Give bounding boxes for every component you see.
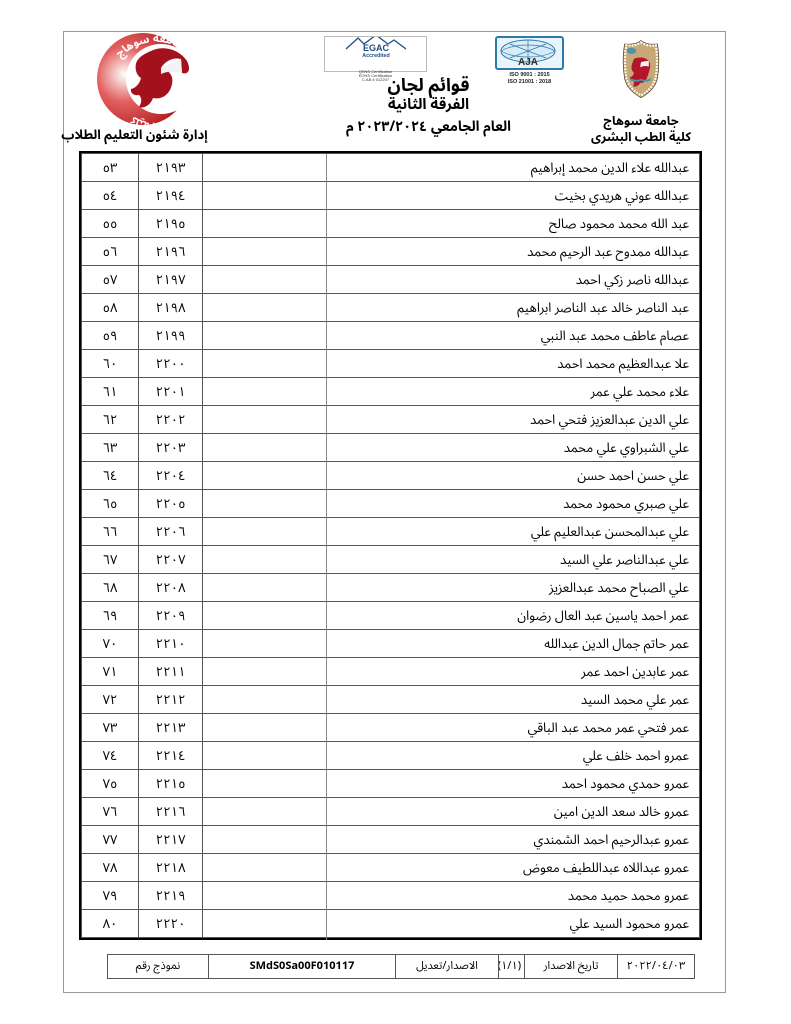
svg-text:EGAC: EGAC <box>362 43 389 53</box>
svg-text:AJA: AJA <box>518 57 538 68</box>
svg-text:Accredited: Accredited <box>362 53 389 59</box>
